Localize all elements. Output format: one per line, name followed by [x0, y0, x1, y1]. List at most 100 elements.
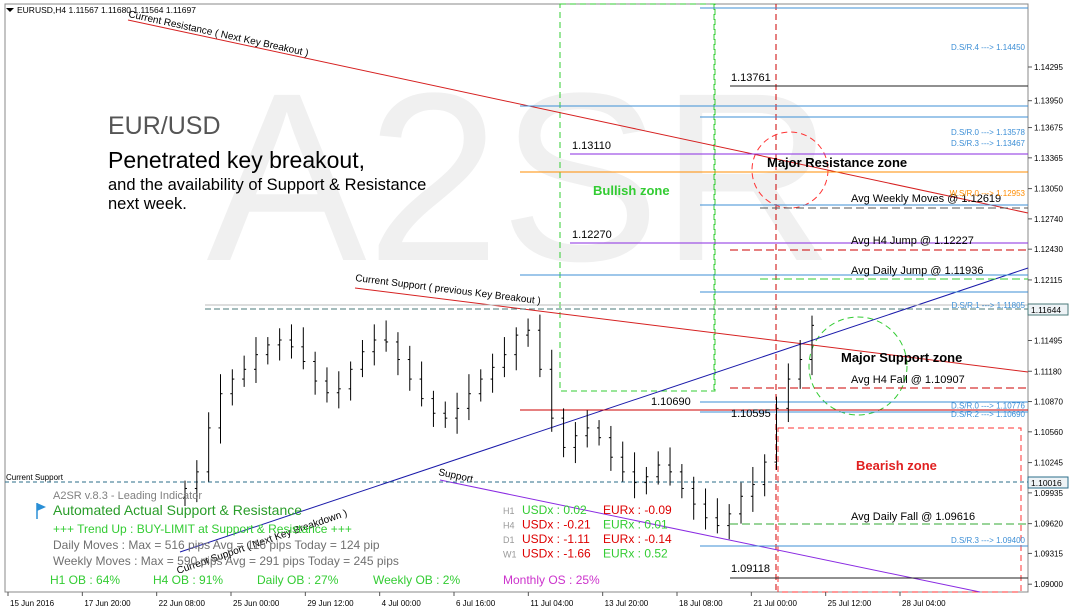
x-axis: 15 Jun 2016 17 Jun 20:00 22 Jun 08:00 25 Ju… — [7, 592, 946, 608]
candles-group — [183, 314, 814, 540]
resistance-trendline — [127, 19, 1029, 214]
level-label-2: 1.13110 — [572, 140, 611, 152]
candle — [608, 425, 613, 471]
x-tick-label-4: 29 Jun 12:00 — [307, 599, 354, 608]
indicator-version: A2SR v.8.3 - Leading Indicator — [53, 490, 202, 502]
candle — [537, 314, 542, 378]
candle — [218, 374, 223, 444]
dsr-label-6: D.S/R.2 ---> 1.10690 — [951, 410, 1026, 419]
current-support-label: Current Support — [6, 473, 64, 482]
current-price-text: 1.11644 — [1031, 305, 1061, 315]
indicator-weekly: Weekly Moves : Max = 590 pips Avg = 291 … — [53, 554, 399, 568]
x-tick-label-8: 13 Jul 20:00 — [605, 599, 649, 608]
y-tick-label-7: 1.12115 — [1034, 276, 1063, 285]
strength-usd-2: USDx : -1.11 — [522, 532, 590, 546]
support-short-label: Support — [437, 467, 474, 485]
y-tick-label-13: 1.10245 — [1034, 459, 1063, 468]
candle — [478, 369, 483, 402]
candle — [360, 340, 365, 378]
candle — [644, 466, 649, 495]
x-tick-label-6: 6 Jul 16:00 — [456, 599, 496, 608]
dsr-labels: D.S/R.4 ---> 1.14450 D.S/R.0 ---> 1.13578… — [950, 43, 1026, 545]
dsr-label-0: D.S/R.4 ---> 1.14450 — [951, 43, 1026, 52]
y-axis: 1.14295 1.13950 1.13675 1.13365 1.13050 1.127… — [1028, 63, 1063, 589]
dsr-label-4: D.S/R.1 ---> 1.11805 — [952, 301, 1026, 310]
level-label-1: 1.13761 — [731, 72, 771, 84]
candle — [739, 482, 744, 524]
candle — [573, 422, 578, 464]
current-price-tag — [1027, 303, 1069, 316]
y-tick-label-6: 1.12430 — [1034, 245, 1063, 254]
candle — [419, 361, 424, 407]
ob-daily: Daily OB : 27% — [257, 573, 339, 587]
candle — [620, 441, 625, 482]
strength-tf-2: D1 — [503, 535, 515, 545]
candle — [668, 447, 673, 486]
ob-h1: H1 OB : 64% — [50, 573, 120, 587]
level-label-3: 1.12270 — [572, 229, 612, 241]
y-tick-label-1: 1.13950 — [1034, 97, 1063, 106]
candle — [490, 353, 495, 393]
ob-weekly: Weekly OB : 2% — [373, 573, 460, 587]
candle — [265, 337, 270, 365]
candle — [798, 340, 803, 389]
ob-h4: H4 OB : 91% — [153, 573, 223, 587]
headline-subtitle: Penetrated key breakout, — [108, 147, 365, 173]
strength-eur-0: EURx : -0.09 — [603, 503, 672, 517]
dsr-label-5: D.S/R.0 ---> 1.10776 — [951, 402, 1026, 411]
candle — [289, 324, 294, 359]
bearish-zone-label: Bearish zone — [856, 458, 937, 473]
flag-icon — [36, 503, 46, 519]
candle — [561, 408, 566, 458]
candle — [727, 504, 732, 540]
candle — [183, 480, 187, 507]
symbol-header-text: EURUSD,H4 1.11567 1.11680 1.11564 1.1169… — [17, 5, 196, 15]
candle — [549, 349, 554, 432]
avg-label-daily-jump: Avg Daily Jump @ 1.11936 — [851, 265, 983, 277]
candle — [194, 460, 199, 503]
dsr-label-3: W.S/R.0 ---> 1.12953 — [950, 189, 1026, 198]
indicator-trend: +++ Trend Up : BUY-LIMIT at Support & Re… — [53, 522, 352, 536]
x-tick-label-9: 18 Jul 08:00 — [679, 599, 723, 608]
os-monthly: Monthly OS : 25% — [503, 573, 600, 587]
candle — [526, 318, 531, 347]
y-tick-label-11: 1.10870 — [1034, 398, 1063, 407]
candle — [372, 324, 377, 366]
candle — [407, 345, 412, 391]
x-tick-label-0: 15 Jun 2016 — [10, 599, 55, 608]
candle — [679, 464, 684, 499]
candle — [230, 369, 235, 406]
strength-tf-0: H1 — [503, 506, 515, 516]
plot-frame — [4, 3, 1029, 593]
resistance-zone-label: Major Resistance zone — [767, 155, 907, 170]
y-tick-label-2: 1.13675 — [1034, 124, 1063, 133]
y-tick-label-16: 1.09315 — [1034, 549, 1063, 558]
candle — [206, 412, 211, 482]
dsr-label-7: D.S/R.3 ---> 1.09400 — [951, 536, 1026, 545]
watermark-text: A2SR — [207, 43, 834, 311]
indicator-name: Automated Actual Support & Resistance — [53, 502, 302, 518]
pair-title: EUR/USD — [108, 112, 221, 140]
candle — [443, 401, 448, 428]
candle — [514, 327, 519, 371]
candle — [348, 361, 353, 401]
candle — [762, 454, 767, 497]
candle — [455, 392, 460, 434]
headline-description-1: and the availability of Support & Resist… — [108, 176, 426, 194]
avg-label-h4-jump: Avg H4 Jump @ 1.12227 — [851, 235, 974, 247]
symbol-header: EURUSD,H4 1.11567 1.11680 1.11564 1.1169… — [6, 5, 196, 15]
level-lines — [520, 7, 1028, 579]
support-prev-trendline — [354, 287, 1029, 373]
level-label-4: 1.10690 — [651, 396, 691, 408]
dsr-label-2: D.S/R.3 ---> 1.13467 — [951, 139, 1026, 148]
level-label-5: 1.10595 — [731, 408, 771, 420]
bullish-zone-box — [559, 3, 716, 392]
candle — [632, 452, 637, 499]
headline-description-2: next week. — [108, 195, 187, 213]
y-tick-label-17: 1.09000 — [1034, 580, 1063, 589]
y-tick-label-12: 1.10560 — [1034, 428, 1063, 437]
x-tick-label-10: 21 Jul 00:00 — [753, 599, 797, 608]
x-tick-label-11: 25 Jul 12:00 — [828, 599, 872, 608]
y-tick-label-4: 1.13050 — [1034, 185, 1063, 194]
bullish-zone-label: Bullish zone — [593, 183, 670, 198]
